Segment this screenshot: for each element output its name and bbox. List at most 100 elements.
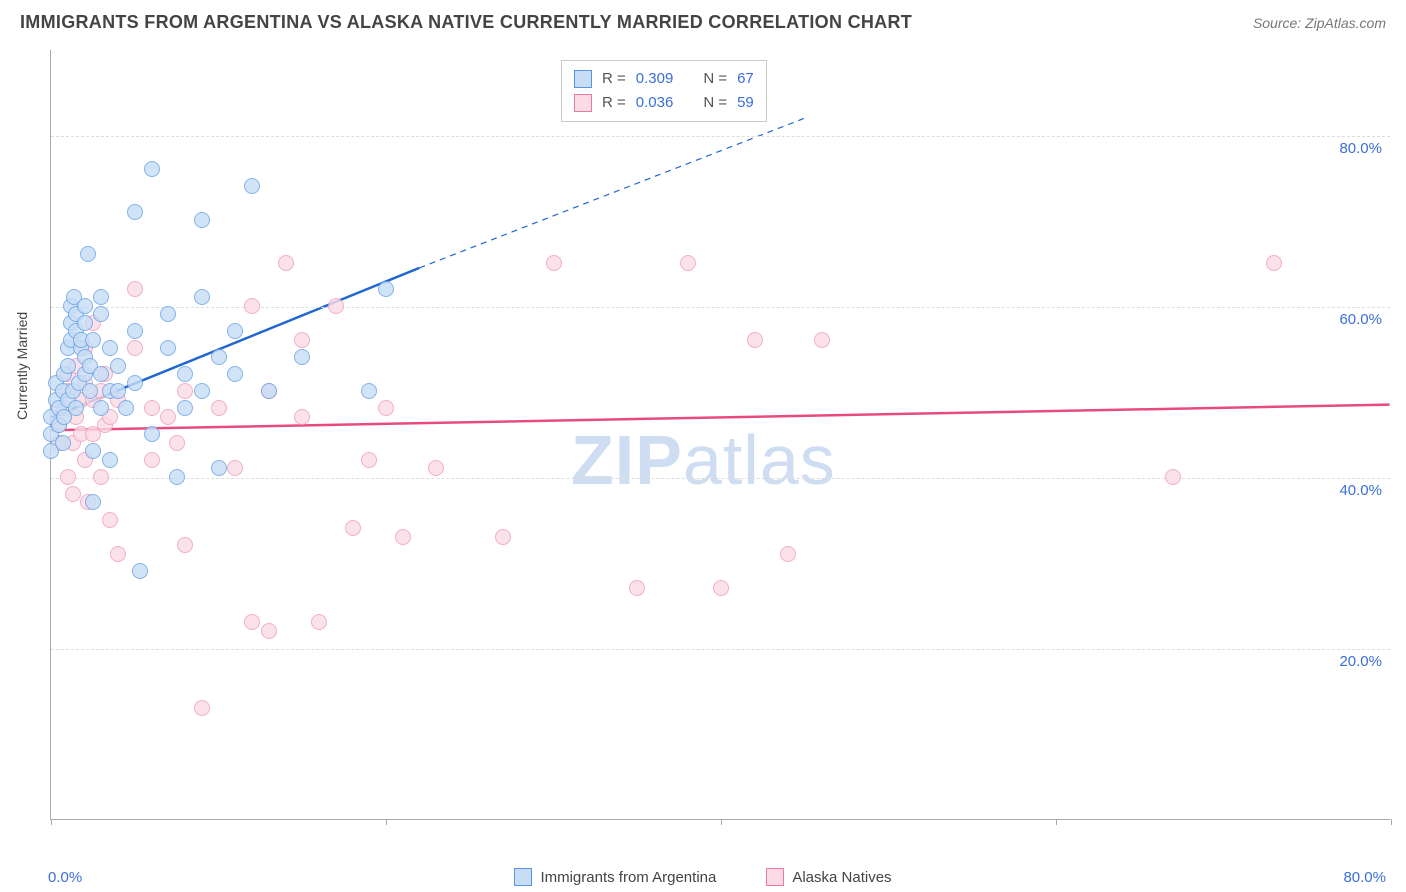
scatter-point-alaska: [680, 255, 696, 271]
scatter-point-argentina: [77, 298, 93, 314]
scatter-point-argentina: [60, 358, 76, 374]
scatter-point-argentina: [110, 358, 126, 374]
title-bar: IMMIGRANTS FROM ARGENTINA VS ALASKA NATI…: [0, 0, 1406, 39]
scatter-point-argentina: [102, 452, 118, 468]
scatter-point-argentina: [160, 340, 176, 356]
scatter-point-alaska: [328, 298, 344, 314]
r-value: 0.309: [636, 67, 674, 91]
scatter-point-argentina: [194, 383, 210, 399]
x-axis-min-label: 0.0%: [48, 869, 82, 886]
watermark: ZIPatlas: [571, 420, 836, 500]
legend-item-alaska: Alaska Natives: [766, 868, 891, 886]
scatter-point-alaska: [495, 529, 511, 545]
stats-swatch: [574, 94, 592, 112]
trend-lines-layer: [51, 50, 1390, 819]
n-label: N =: [703, 67, 727, 91]
scatter-point-argentina: [361, 383, 377, 399]
swatch-argentina: [514, 868, 532, 886]
scatter-point-alaska: [160, 409, 176, 425]
trend-line: [419, 118, 804, 268]
r-label: R =: [602, 67, 626, 91]
gridline: [51, 649, 1390, 650]
legend-item-argentina: Immigrants from Argentina: [514, 868, 716, 886]
x-axis-tick: [51, 819, 52, 825]
scatter-point-argentina: [127, 204, 143, 220]
scatter-point-argentina: [211, 460, 227, 476]
scatter-point-alaska: [311, 614, 327, 630]
scatter-point-alaska: [177, 383, 193, 399]
trend-line: [51, 405, 1389, 431]
scatter-point-alaska: [127, 340, 143, 356]
y-axis-tick-label: 80.0%: [1339, 140, 1382, 157]
stats-row-alaska: R =0.036N =59: [574, 91, 754, 115]
scatter-point-alaska: [378, 400, 394, 416]
stats-swatch: [574, 70, 592, 88]
scatter-point-argentina: [194, 212, 210, 228]
x-axis-max-label: 80.0%: [1343, 869, 1386, 886]
scatter-point-argentina: [244, 178, 260, 194]
scatter-point-alaska: [244, 614, 260, 630]
scatter-point-argentina: [85, 332, 101, 348]
scatter-point-argentina: [261, 383, 277, 399]
scatter-point-argentina: [194, 289, 210, 305]
scatter-point-argentina: [211, 349, 227, 365]
scatter-point-alaska: [713, 580, 729, 596]
scatter-point-argentina: [294, 349, 310, 365]
r-value: 0.036: [636, 91, 674, 115]
scatter-point-alaska: [395, 529, 411, 545]
scatter-point-alaska: [93, 469, 109, 485]
scatter-point-alaska: [261, 623, 277, 639]
scatter-point-argentina: [93, 289, 109, 305]
scatter-point-argentina: [127, 375, 143, 391]
watermark-light: atlas: [683, 421, 836, 499]
scatter-point-argentina: [68, 400, 84, 416]
scatter-point-alaska: [361, 452, 377, 468]
swatch-alaska: [766, 868, 784, 886]
scatter-point-alaska: [110, 546, 126, 562]
scatter-point-argentina: [80, 246, 96, 262]
x-axis-tick: [721, 819, 722, 825]
gridline: [51, 136, 1390, 137]
scatter-point-alaska: [294, 409, 310, 425]
x-axis-tick: [1391, 819, 1392, 825]
scatter-point-alaska: [194, 700, 210, 716]
scatter-point-argentina: [144, 161, 160, 177]
scatter-point-alaska: [144, 400, 160, 416]
scatter-point-alaska: [177, 537, 193, 553]
scatter-point-argentina: [160, 306, 176, 322]
scatter-point-alaska: [127, 281, 143, 297]
scatter-point-alaska: [144, 452, 160, 468]
legend-label-argentina: Immigrants from Argentina: [540, 869, 716, 886]
scatter-point-alaska: [1165, 469, 1181, 485]
n-value: 59: [737, 91, 754, 115]
scatter-point-argentina: [227, 366, 243, 382]
scatter-point-argentina: [85, 443, 101, 459]
watermark-bold: ZIP: [571, 421, 683, 499]
scatter-point-argentina: [93, 306, 109, 322]
scatter-point-alaska: [227, 460, 243, 476]
chart-title: IMMIGRANTS FROM ARGENTINA VS ALASKA NATI…: [20, 12, 912, 33]
scatter-point-argentina: [93, 366, 109, 382]
y-axis-title: Currently Married: [14, 312, 30, 420]
scatter-point-alaska: [211, 400, 227, 416]
x-axis-tick: [386, 819, 387, 825]
scatter-point-alaska: [169, 435, 185, 451]
scatter-point-argentina: [93, 400, 109, 416]
r-label: R =: [602, 91, 626, 115]
stats-row-argentina: R = 0.309 N = 67: [574, 67, 754, 91]
scatter-point-alaska: [747, 332, 763, 348]
scatter-point-argentina: [177, 400, 193, 416]
plot-area: ZIPatlas R =0.309N =67R =0.036N =59 20.0…: [50, 50, 1390, 820]
source-label: Source: ZipAtlas.com: [1253, 15, 1386, 31]
x-axis-tick: [1056, 819, 1057, 825]
legend-label-alaska: Alaska Natives: [792, 869, 891, 886]
scatter-point-argentina: [77, 315, 93, 331]
scatter-point-alaska: [244, 298, 260, 314]
scatter-point-argentina: [118, 400, 134, 416]
scatter-point-alaska: [102, 512, 118, 528]
scatter-point-argentina: [85, 494, 101, 510]
n-value: 67: [737, 67, 754, 91]
scatter-point-alaska: [629, 580, 645, 596]
scatter-point-argentina: [169, 469, 185, 485]
scatter-point-alaska: [278, 255, 294, 271]
